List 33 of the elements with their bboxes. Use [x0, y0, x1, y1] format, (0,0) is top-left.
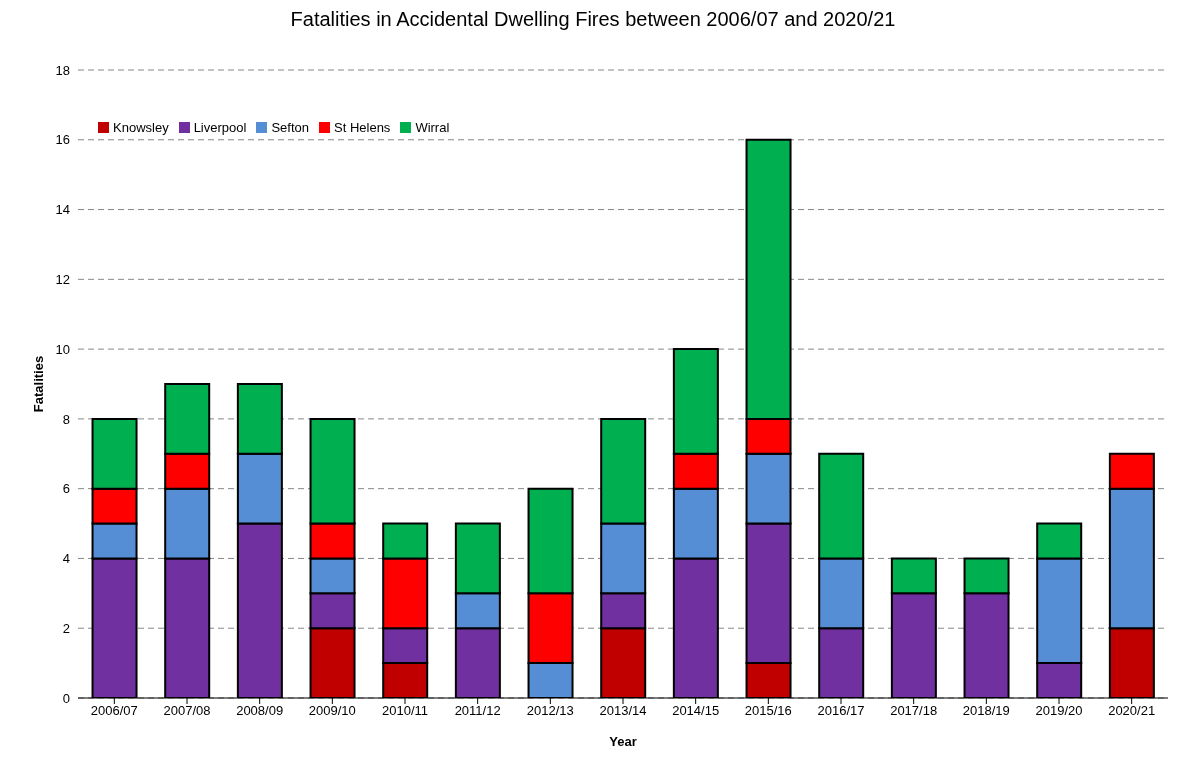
x-tick-label: 2010/11 [381, 703, 429, 719]
x-tick-label: 2018/19 [962, 703, 1010, 719]
x-tick-label: 2008/09 [236, 703, 284, 719]
x-tick-label: 2016/17 [817, 703, 865, 719]
y-tick-label: 14 [55, 202, 70, 218]
y-tick-label: 12 [55, 271, 70, 287]
x-axis-title: Year [609, 734, 637, 749]
chart-title: Fatalities in Accidental Dwelling Fires between 2006/07 and 2020/21 [289, 8, 897, 32]
legend-label: Sefton [271, 120, 309, 135]
y-axis-title: Fatalities [30, 355, 46, 413]
y-tick-label: 10 [55, 341, 70, 357]
x-tick-label: 2020/21 [1108, 703, 1156, 719]
legend-label: Liverpool [193, 120, 247, 135]
x-tick-label: 2011/12 [454, 703, 501, 719]
y-tick-label: 0 [62, 690, 70, 706]
legend-label: Knowsley [113, 120, 169, 135]
x-tick-label: 2013/14 [599, 703, 647, 719]
y-tick-label: 2 [62, 620, 70, 636]
x-tick-label: 2012/13 [526, 703, 574, 719]
legend-label: St Helens [334, 120, 391, 135]
x-tick-label: 2014/15 [672, 703, 720, 719]
x-tick-label: 2006/07 [90, 703, 138, 719]
y-tick-label: 18 [55, 62, 70, 78]
y-tick-label: 8 [62, 411, 70, 427]
y-tick-label: 16 [55, 132, 70, 148]
x-tick-label: 2019/20 [1035, 703, 1083, 719]
y-tick-label: 6 [62, 481, 70, 497]
legend-label: Wirral [415, 120, 450, 135]
y-tick-label: 4 [62, 551, 70, 567]
x-tick-label: 2009/10 [308, 703, 356, 719]
x-tick-label: 2017/18 [890, 703, 938, 719]
x-tick-label: 2015/16 [744, 703, 792, 719]
x-tick-label: 2007/08 [163, 703, 211, 719]
